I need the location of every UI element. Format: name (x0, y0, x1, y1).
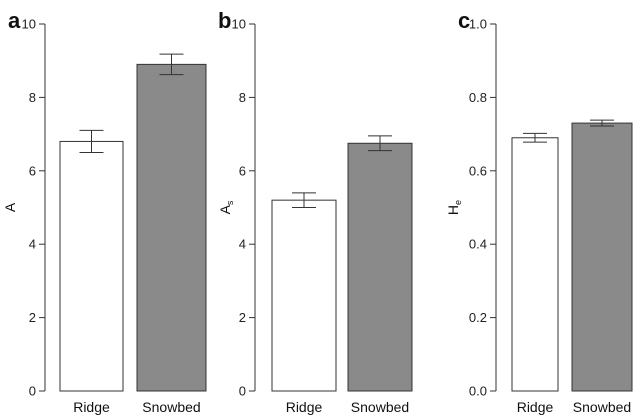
y-tick-label: 4 (29, 237, 36, 252)
category-label: Ridge (517, 399, 554, 415)
y-axis-label-subscript: e (453, 200, 463, 205)
y-axis-label: As (217, 200, 235, 214)
y-tick-label: 0 (239, 384, 246, 399)
y-tick-label: 0 (29, 384, 36, 399)
y-tick-label: 0.0 (469, 384, 487, 399)
y-axis-label: He (445, 200, 463, 215)
panel-c: c 0.0 0.2 0.4 0.6 0.8 1.0 He Ridge Snowbed (445, 8, 633, 415)
bar-ridge (271, 199, 337, 392)
bar-snowbed (136, 63, 207, 392)
bar-ridge (511, 137, 559, 392)
y-axis-label-subscript: s (225, 200, 235, 205)
panel-a: a 0 2 4 6 8 10 A Ridge Snowbed (2, 8, 207, 415)
y-tick-label: 0.4 (469, 237, 487, 252)
y-tick-label: 2 (29, 310, 36, 325)
panel-label: b (218, 8, 231, 33)
bar-snowbed (571, 122, 633, 392)
y-tick-label: 8 (239, 90, 246, 105)
y-axis-label-main: A (2, 202, 18, 212)
y-tick-label: 4 (239, 237, 246, 252)
y-axis-label: A (2, 202, 18, 212)
y-tick-label: 0.6 (469, 163, 487, 178)
y-tick-label: 0.8 (469, 90, 487, 105)
panel-b: b 0 2 4 6 8 10 As Ridge Snowbed (217, 8, 413, 415)
bar-ridge (59, 140, 124, 392)
panel-label: c (458, 8, 470, 33)
category-label: Snowbed (573, 399, 631, 415)
y-tick-label: 2 (239, 310, 246, 325)
y-axis-label-main: A (217, 204, 233, 214)
panel-label: a (8, 8, 21, 33)
category-label: Ridge (73, 399, 110, 415)
y-tick-label: 1.0 (469, 17, 487, 32)
category-label: Snowbed (142, 399, 200, 415)
y-tick-label: 0.2 (469, 310, 487, 325)
category-label: Ridge (286, 399, 323, 415)
category-label: Snowbed (351, 399, 409, 415)
y-tick-label: 6 (239, 163, 246, 178)
y-tick-label: 6 (29, 163, 36, 178)
y-tick-label: 10 (22, 17, 36, 32)
y-tick-label: 8 (29, 90, 36, 105)
y-tick-label: 10 (232, 17, 246, 32)
y-axis-label-main: H (445, 205, 461, 215)
bar-snowbed (347, 142, 413, 392)
